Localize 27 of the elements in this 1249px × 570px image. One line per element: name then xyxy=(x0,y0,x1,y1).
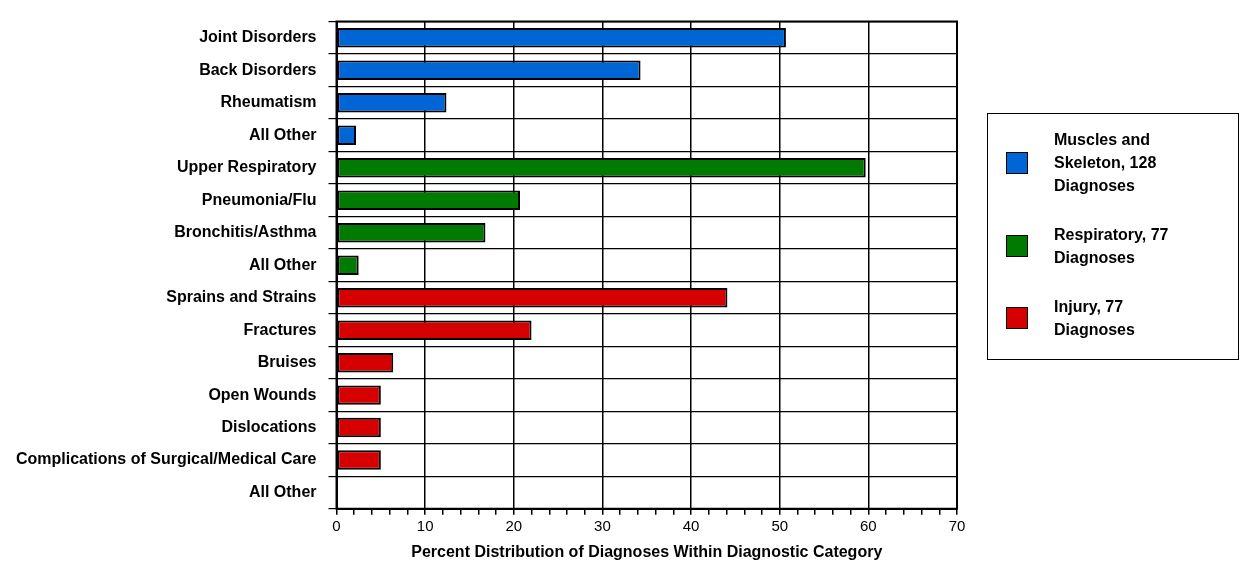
y-tick-label: Upper Respiratory xyxy=(176,158,317,176)
x-tick-label: 40 xyxy=(682,516,700,534)
x-axis-title: Percent Distribution of Diagnoses Within Diagnostic Category xyxy=(411,542,883,560)
x-tick-label: 20 xyxy=(505,516,523,534)
x-tick-label: 0 xyxy=(332,516,341,534)
y-tick-label: Bronchitis/Asthma xyxy=(174,223,317,241)
x-tick-label: 30 xyxy=(594,516,611,534)
x-tick-label: 60 xyxy=(860,516,877,534)
x-tick-label: 70 xyxy=(948,516,966,534)
y-tick-label: Rheumatism xyxy=(220,93,317,111)
legend-label: Muscles and Skeleton, 128 Diagnoses xyxy=(1054,130,1158,196)
legend-label: Respiratory, 77 Diagnoses xyxy=(1054,225,1170,268)
x-tick-label: 10 xyxy=(416,516,434,534)
y-tick-label: Pneumonia/Flu xyxy=(201,190,317,208)
x-tick-label: 50 xyxy=(771,516,789,534)
y-tick-label: All Other xyxy=(248,482,317,500)
y-tick-label: Joint Disorders xyxy=(199,28,317,46)
y-tick-label: Dislocations xyxy=(221,418,317,436)
y-tick-label: Bruises xyxy=(257,353,317,371)
y-tick-label: Open Wounds xyxy=(208,385,317,403)
y-tick-label: Sprains and Strains xyxy=(166,288,317,306)
y-tick-label: All Other xyxy=(248,125,317,143)
y-tick-label: All Other xyxy=(248,255,317,273)
y-tick-label: Fractures xyxy=(243,320,317,338)
legend-label: Injury, 77 Diagnoses xyxy=(1054,297,1136,340)
y-tick-label: Complications of Surgical/Medical Care xyxy=(16,450,317,468)
y-tick-label: Back Disorders xyxy=(199,60,317,78)
